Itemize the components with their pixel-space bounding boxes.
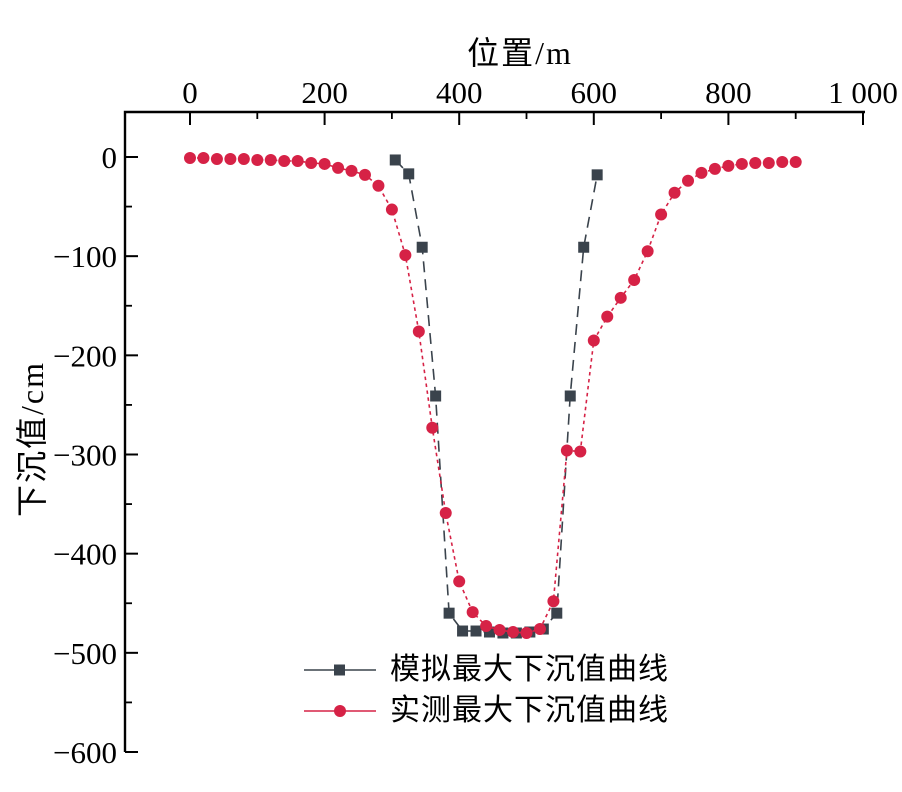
- axes-group: 0 200 400 600 800 1 000 0 −100 −200 −300 −400 −500 −…: [53, 75, 898, 770]
- circle-marker: [412, 325, 425, 338]
- circle-marker: [708, 162, 721, 175]
- x-tick-label: 400: [436, 75, 483, 110]
- measured-curve: [184, 151, 802, 639]
- square-marker: [578, 241, 590, 253]
- circle-marker: [776, 155, 789, 168]
- y-tick-label: 0: [102, 140, 118, 175]
- circle-marker: [682, 174, 695, 187]
- y-tick-label: −300: [53, 438, 117, 473]
- circle-marker: [628, 273, 641, 286]
- square-marker: [416, 241, 428, 253]
- circle-marker: [237, 152, 250, 165]
- series-line: [190, 157, 796, 634]
- legend-circle-marker: [334, 705, 346, 717]
- x-axis-ticks: 0 200 400 600 800 1 000: [182, 75, 898, 125]
- square-marker: [389, 154, 401, 166]
- circle-marker: [251, 153, 264, 166]
- x-tick-label: 200: [301, 75, 348, 110]
- simulated-curve: [389, 154, 603, 639]
- circle-marker: [614, 291, 627, 304]
- y-axis-title: 下沉值/cm: [14, 361, 50, 517]
- simulated-series-swatch: [303, 659, 377, 681]
- circle-marker: [466, 606, 479, 619]
- circle-marker: [210, 152, 223, 165]
- circle-marker: [332, 161, 345, 174]
- legend-item-measured: 实测最大下沉值曲线: [303, 691, 669, 731]
- circle-marker: [305, 156, 318, 169]
- x-tick-label: 1 000: [828, 75, 898, 110]
- y-tick-label: −500: [53, 636, 117, 671]
- circle-marker: [574, 445, 587, 458]
- square-marker: [430, 390, 442, 402]
- y-tick-label: −100: [53, 239, 117, 274]
- circle-marker: [749, 156, 762, 169]
- circle-marker: [668, 186, 681, 199]
- legend-label-measured: 实测最大下沉值曲线: [390, 694, 669, 727]
- circle-marker: [547, 595, 560, 608]
- y-tick-label: −200: [53, 338, 117, 373]
- square-marker: [470, 625, 482, 637]
- circle-marker: [439, 507, 452, 520]
- series-line: [394, 159, 598, 634]
- circle-marker: [224, 152, 237, 165]
- square-marker: [551, 607, 563, 619]
- circle-marker: [399, 249, 412, 262]
- circle-marker: [453, 575, 466, 588]
- circle-marker: [655, 208, 668, 221]
- square-marker: [443, 607, 455, 619]
- circle-marker: [641, 245, 654, 258]
- circle-marker: [345, 164, 358, 177]
- legend: 模拟最大下沉值曲线 实测最大下沉值曲线: [303, 650, 669, 731]
- legend-item-simulated: 模拟最大下沉值曲线: [303, 650, 669, 690]
- square-marker: [403, 168, 415, 180]
- circle-marker: [264, 153, 277, 166]
- circle-marker: [533, 623, 546, 636]
- x-tick-label: 800: [705, 75, 752, 110]
- series-group: [184, 151, 802, 639]
- y-axis-ticks: 0 −100 −200 −300 −400 −500 −600: [53, 140, 138, 770]
- circle-marker: [601, 310, 614, 323]
- circle-marker: [587, 334, 600, 347]
- circle-marker: [789, 155, 802, 168]
- square-marker: [483, 626, 495, 638]
- circle-marker: [493, 624, 506, 637]
- x-tick-label: 600: [571, 75, 618, 110]
- circle-marker: [722, 159, 735, 172]
- square-marker: [564, 390, 576, 402]
- circle-marker: [358, 168, 371, 181]
- circle-marker: [695, 166, 708, 179]
- circle-marker: [735, 157, 748, 170]
- axis-spines: [123, 110, 865, 752]
- circle-marker: [560, 444, 573, 457]
- y-tick-label: −600: [53, 735, 117, 770]
- legend-label-simulated: 模拟最大下沉值曲线: [390, 653, 669, 686]
- circle-marker: [291, 154, 304, 167]
- circle-marker: [278, 154, 291, 167]
- square-marker: [457, 625, 469, 637]
- x-axis-title: 位置/m: [467, 35, 573, 71]
- y-tick-label: −400: [53, 537, 117, 572]
- circle-marker: [480, 620, 493, 633]
- circle-marker: [184, 151, 196, 164]
- legend-square-marker: [334, 664, 345, 676]
- circle-marker: [318, 157, 331, 170]
- circle-marker: [507, 626, 520, 639]
- circle-marker: [385, 203, 398, 216]
- circle-marker: [520, 627, 533, 639]
- circle-marker: [762, 156, 775, 169]
- circle-marker: [372, 179, 385, 192]
- square-marker: [591, 169, 603, 181]
- circle-marker: [426, 421, 439, 434]
- measured-series-swatch: [303, 700, 377, 722]
- circle-marker: [197, 151, 210, 164]
- x-tick-label: 0: [182, 75, 198, 110]
